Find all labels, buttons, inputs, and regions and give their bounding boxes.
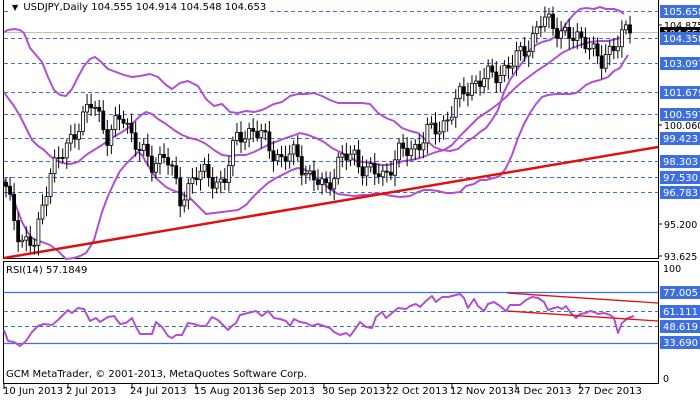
svg-text:100.597: 100.597 bbox=[663, 110, 700, 121]
price-tag-97-530: 97.530 bbox=[660, 171, 700, 184]
x-tick-label: 27 Dec 2013 bbox=[578, 386, 642, 397]
price-tag-96-783: 96.783 bbox=[660, 186, 700, 199]
copyright-text: GCM MetaTrader, © 2001-2013, MetaQuotes … bbox=[6, 369, 307, 380]
rsi-tick-0: 0 bbox=[663, 374, 669, 385]
rsi-tag-61: 61.111 bbox=[660, 305, 700, 318]
price-axis: 105.658 104.875 104.653 104.358 103.097 … bbox=[658, 5, 700, 263]
symbol-timeframe: USDJPY,Daily bbox=[23, 2, 89, 13]
bollinger-middle bbox=[3, 36, 625, 166]
svg-text:48.619: 48.619 bbox=[663, 322, 698, 333]
rsi-tag-33: 33.690 bbox=[660, 336, 700, 349]
price-tag-105-658: 105.658 bbox=[660, 5, 700, 18]
price-tick-104-875: 104.875 bbox=[664, 21, 700, 32]
rsi-tag-77: 77.005 bbox=[660, 286, 700, 299]
svg-text:33.690: 33.690 bbox=[663, 338, 698, 349]
price-tick-95-200: 95.200 bbox=[664, 220, 697, 231]
chart-title: ▼ USDJPY,Daily 104.555 104.914 104.548 1… bbox=[10, 2, 269, 13]
svg-text:77.005: 77.005 bbox=[663, 288, 698, 299]
x-tick-label: 6 Sep 2013 bbox=[258, 386, 316, 397]
price-tag-100-597: 100.597 bbox=[660, 108, 700, 121]
x-tick-label: 24 Jul 2013 bbox=[130, 386, 187, 397]
price-tag-104-358: 104.358 bbox=[660, 32, 700, 45]
rsi-title: RSI(14) 57.1849 bbox=[6, 265, 88, 276]
price-tag-98-303: 98.303 bbox=[660, 155, 700, 168]
svg-text:98.303: 98.303 bbox=[663, 157, 698, 168]
support-trendline[interactable] bbox=[3, 145, 659, 260]
svg-text:104.358: 104.358 bbox=[663, 34, 700, 45]
svg-text:105.658: 105.658 bbox=[663, 7, 700, 18]
rsi-axis: 100 77.005 61.111 48.619 33.690 0 bbox=[660, 264, 700, 385]
time-axis-ticks bbox=[3, 384, 581, 389]
rsi-pane[interactable] bbox=[3, 262, 659, 384]
candlesticks bbox=[4, 6, 632, 256]
svg-text:97.530: 97.530 bbox=[663, 173, 698, 184]
x-tick-label: 15 Aug 2013 bbox=[194, 386, 259, 397]
rsi-tag-48: 48.619 bbox=[660, 320, 700, 333]
price-tag-99-423: 99.423 bbox=[660, 132, 700, 145]
x-tick-label: 22 Oct 2013 bbox=[386, 386, 448, 397]
rsi-lower-trendline[interactable] bbox=[506, 310, 659, 322]
rsi-tick-100: 100 bbox=[663, 264, 681, 275]
rsi-upper-trendline[interactable] bbox=[506, 292, 659, 304]
svg-text:96.783: 96.783 bbox=[663, 188, 698, 199]
collapse-triangle-icon[interactable]: ▼ bbox=[12, 3, 19, 12]
x-tick-label: 30 Sep 2013 bbox=[322, 386, 386, 397]
ohlc-values: 104.555 104.914 104.548 104.653 bbox=[91, 2, 267, 13]
svg-text:61.111: 61.111 bbox=[663, 307, 698, 318]
price-tick-93-625: 93.625 bbox=[664, 252, 697, 263]
rsi-line bbox=[3, 293, 635, 347]
price-tag-103-097: 103.097 bbox=[660, 57, 700, 70]
x-tick-label: 4 Dec 2013 bbox=[514, 386, 572, 397]
svg-text:103.097: 103.097 bbox=[663, 59, 700, 70]
x-tick-label: 10 Jun 2013 bbox=[3, 386, 64, 397]
x-tick-label: 12 Nov 2013 bbox=[450, 386, 515, 397]
price-tick-100-060: 100.060 bbox=[664, 121, 700, 132]
svg-text:99.423: 99.423 bbox=[663, 134, 698, 145]
x-tick-label: 2 Jul 2013 bbox=[66, 386, 117, 397]
time-axis: 10 Jun 2013 2 Jul 2013 24 Jul 2013 15 Au… bbox=[0, 386, 660, 402]
price-tag-101-679: 101.679 bbox=[660, 86, 700, 99]
svg-text:101.679: 101.679 bbox=[663, 88, 700, 99]
